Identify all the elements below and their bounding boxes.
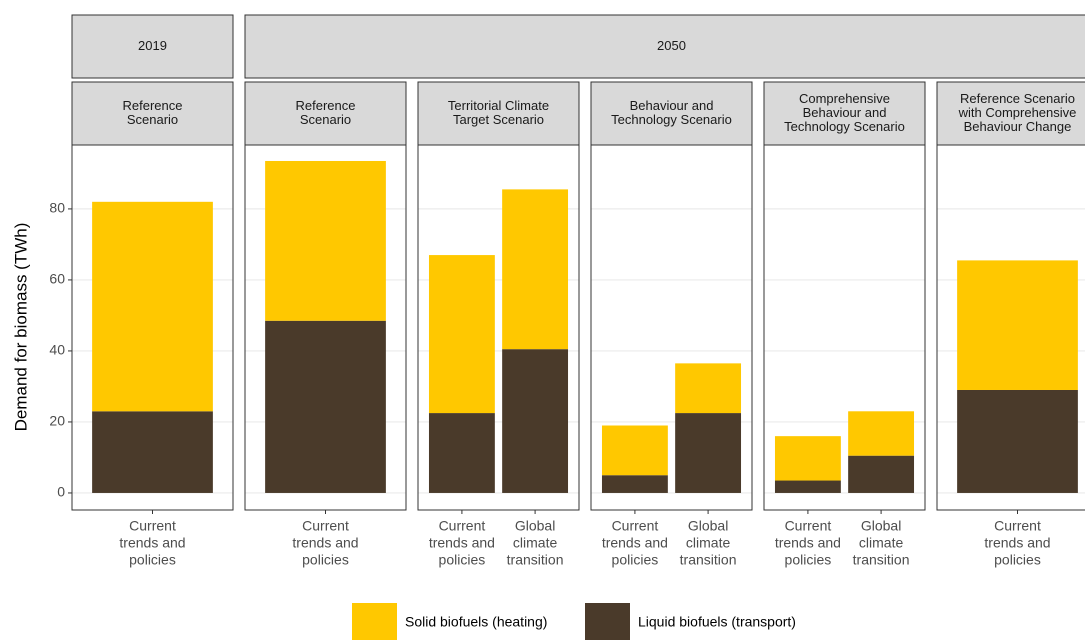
y-tick-label: 40 [49,342,65,358]
legend-label: Solid biofuels (heating) [405,614,547,630]
bar-segment [265,320,386,493]
x-tick-label: Current [129,518,176,534]
year-label: 2050 [657,38,686,53]
panel-border [590,144,753,511]
year-strip [244,14,1085,79]
year-strip [71,14,234,79]
x-tick-label: Current [439,518,486,534]
panel-title: Target Scenario [453,112,544,127]
legend-swatch [585,603,630,640]
panel-border [244,144,407,511]
bar-segment [774,480,841,493]
bar-segment [92,411,213,493]
bar-segment [502,189,569,350]
y-tick-label: 20 [49,413,65,429]
panel-border [417,144,580,511]
panel-border [763,144,926,511]
x-tick-label: policies [129,552,176,568]
panel-title: Reference Scenario [960,91,1075,106]
panel-title: Technology Scenario [611,112,732,127]
x-tick-label: Current [612,518,659,534]
bar-segment [957,260,1078,390]
x-tick-label: trends and [602,535,668,551]
x-tick-label: Current [302,518,349,534]
x-tick-label: Current [785,518,832,534]
bar-segment [502,349,569,493]
x-tick-label: trends and [775,535,841,551]
strip [71,81,234,146]
bar-segment [675,413,742,493]
panel-title: Comprehensive [799,91,890,106]
panel-title: Territorial Climate [448,98,549,113]
x-tick-label: climate [686,535,731,551]
bar-segment [957,389,1078,493]
panel-title: with Comprehensive [958,105,1077,120]
x-tick-label: policies [994,552,1041,568]
panel-title: Technology Scenario [784,119,905,134]
y-axis-label: Demand for biomass (TWh) [11,223,30,432]
x-tick-label: climate [513,535,558,551]
panel-title: Scenario [300,112,351,127]
bar-segment [601,425,668,476]
strip [936,81,1085,146]
x-tick-label: trends and [984,535,1050,551]
strip [244,81,407,146]
panel-title: Behaviour and [803,105,887,120]
year-label: 2019 [138,38,167,53]
x-tick-label: trends and [119,535,185,551]
strip [763,81,926,146]
bar-segment [848,455,915,493]
x-tick-label: policies [785,552,832,568]
bar-segment [675,363,742,414]
x-tick-label: trends and [429,535,495,551]
panel-title: Reference [123,98,183,113]
x-tick-label: transition [507,552,564,568]
bar-segment [92,201,213,412]
bar-segment [428,413,495,493]
x-tick-label: policies [612,552,659,568]
x-tick-label: climate [859,535,904,551]
x-tick-label: trends and [292,535,358,551]
x-tick-label: policies [439,552,486,568]
bar-segment [601,475,668,493]
panel-border [936,144,1085,511]
x-tick-label: Global [861,518,901,534]
bar-segment [774,436,841,481]
x-tick-label: policies [302,552,349,568]
y-tick-label: 80 [49,200,65,216]
bar-segment [848,411,915,456]
panel-title: Scenario [127,112,178,127]
y-tick-label: 60 [49,271,65,287]
legend-swatch [352,603,397,640]
legend-label: Liquid biofuels (transport) [638,614,796,630]
panel-title: Behaviour and [630,98,714,113]
x-tick-label: transition [853,552,910,568]
bar-segment [265,160,386,321]
panel-border [71,144,234,511]
x-tick-label: Global [515,518,555,534]
strip [590,81,753,146]
x-tick-label: transition [680,552,737,568]
bar-segment [428,255,495,414]
panel-title: Reference [296,98,356,113]
y-tick-label: 0 [57,484,65,500]
panel-title: Behaviour Change [964,119,1072,134]
x-tick-label: Current [994,518,1041,534]
x-tick-label: Global [688,518,728,534]
